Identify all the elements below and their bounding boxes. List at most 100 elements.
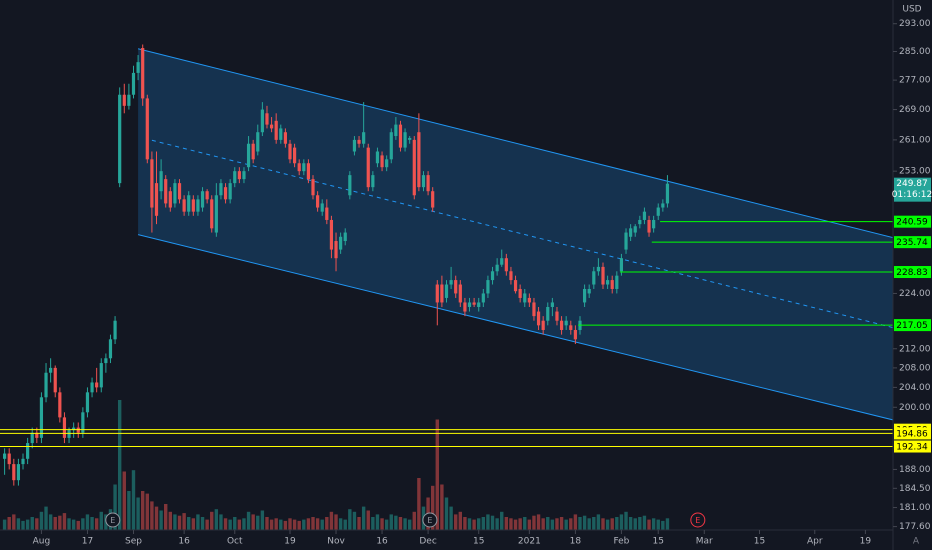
channel-upper xyxy=(137,48,893,239)
candle-body xyxy=(440,284,444,303)
volume-bar xyxy=(642,515,647,530)
volume-bar xyxy=(628,517,633,530)
candle-body xyxy=(104,358,108,364)
volume-bar xyxy=(30,517,34,530)
volume-bar xyxy=(67,518,71,530)
candle-body xyxy=(348,175,352,196)
candle-body xyxy=(518,288,522,298)
y-tick-label: 261.00 xyxy=(899,135,931,145)
channel-fill xyxy=(138,48,893,420)
volume-bar xyxy=(384,519,389,530)
y-tick-label: 253.00 xyxy=(899,167,931,177)
volume-bar xyxy=(651,518,656,530)
volume-bar xyxy=(656,519,660,530)
y-tick-label: 184.50 xyxy=(899,484,931,494)
volume-bar xyxy=(403,518,407,530)
y-tick-label: 224.00 xyxy=(899,289,931,299)
candle-body xyxy=(90,382,94,393)
candle-body xyxy=(582,288,587,303)
volume-bar xyxy=(196,514,200,530)
candle-body xyxy=(260,109,264,133)
y-tick-label: 208.00 xyxy=(899,363,931,373)
x-tick-label: Feb xyxy=(613,537,629,547)
candle-body xyxy=(375,151,380,164)
volume-bar xyxy=(661,520,665,530)
candle-body xyxy=(541,320,545,330)
candle-body xyxy=(233,171,237,184)
volume-bar xyxy=(463,517,467,530)
volume-bar xyxy=(504,517,509,530)
candle-body xyxy=(16,464,21,481)
candle-body xyxy=(472,302,476,305)
volume-bar xyxy=(559,517,564,530)
auto-scale-button[interactable]: A xyxy=(913,537,920,547)
candle-body xyxy=(513,280,518,292)
candle-body xyxy=(642,211,647,220)
candle-body xyxy=(606,280,610,285)
volume-bar xyxy=(21,520,25,530)
candle-body xyxy=(108,339,113,359)
x-tick-label: Dec xyxy=(419,537,436,547)
candle-body xyxy=(431,191,435,208)
candle-body xyxy=(159,171,163,192)
volume-bar xyxy=(605,519,610,530)
candle-body xyxy=(196,199,200,212)
candle-body xyxy=(292,147,297,164)
volume-bar xyxy=(122,471,126,530)
volume-bar xyxy=(182,513,186,530)
volume-bar xyxy=(527,519,532,530)
volume-bar xyxy=(191,518,196,530)
candle-body xyxy=(652,219,656,229)
candle-body xyxy=(352,139,357,152)
volume-bar xyxy=(85,514,90,530)
x-tick-label: 19 xyxy=(860,537,872,547)
volume-bar xyxy=(352,511,357,530)
volume-bar xyxy=(288,518,292,530)
volume-bar xyxy=(624,511,628,530)
candle-body xyxy=(302,163,306,172)
candle-body xyxy=(297,163,301,172)
volume-bar xyxy=(444,497,449,530)
volume-bar xyxy=(164,504,168,530)
volume-bar xyxy=(458,511,463,530)
currency-label: USD xyxy=(902,5,921,15)
earnings-label: E xyxy=(427,516,432,525)
earnings-marker xyxy=(105,512,121,528)
candle-body xyxy=(269,124,274,129)
candle-body xyxy=(615,275,619,289)
candle-body xyxy=(325,207,329,220)
level-label-bg xyxy=(894,440,931,453)
candle-body xyxy=(311,179,315,196)
x-tick-label: 15 xyxy=(473,537,484,547)
volume-bar xyxy=(343,519,347,530)
volume-bar xyxy=(417,478,421,530)
candle-body xyxy=(145,98,149,160)
volume-bar xyxy=(260,510,265,530)
volume-bar xyxy=(407,519,412,530)
x-tick-label: 18 xyxy=(570,537,582,547)
volume-bar xyxy=(219,514,223,530)
candle-body xyxy=(205,191,209,200)
volume-bar xyxy=(94,518,99,530)
candle-body xyxy=(242,171,246,180)
x-tick-label: Apr xyxy=(807,537,823,547)
candle-body xyxy=(329,219,334,250)
candle-body xyxy=(477,302,481,307)
level-label: 194.86 xyxy=(896,429,928,439)
level-label-bg xyxy=(894,266,931,279)
volume-bar xyxy=(582,515,587,530)
volume-bar xyxy=(44,506,48,530)
volume-bar xyxy=(481,517,486,530)
volume-bar xyxy=(357,517,361,530)
candle-body xyxy=(633,226,637,233)
candle-body xyxy=(656,207,660,216)
candle-body xyxy=(223,187,228,200)
volume-bar xyxy=(550,519,555,530)
candle-body xyxy=(490,271,495,281)
candle-body xyxy=(3,453,7,459)
candle-body xyxy=(592,271,596,285)
candle-body xyxy=(251,143,255,160)
candle-body xyxy=(274,120,278,140)
candle-body xyxy=(647,219,651,233)
volume-bar xyxy=(578,517,582,530)
